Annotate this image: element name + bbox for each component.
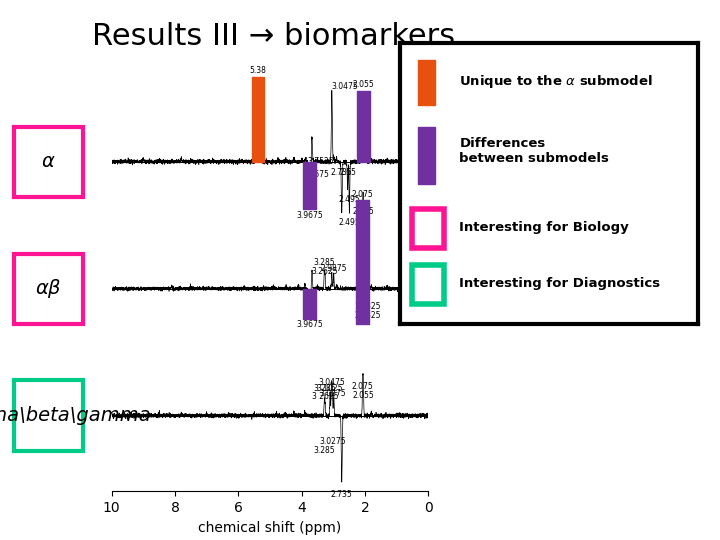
Text: 3.0275: 3.0275	[319, 437, 346, 445]
Text: 3.0475: 3.0475	[332, 82, 359, 91]
Text: 2.055: 2.055	[352, 80, 374, 90]
Text: 2.9875: 2.9875	[320, 264, 347, 273]
Bar	[412, 265, 444, 305]
Text: 3 2625: 3 2625	[312, 393, 338, 401]
Bar	[412, 209, 444, 248]
Text: 3.2625: 3.2625	[312, 267, 338, 276]
Text: 3.1025: 3.1025	[317, 383, 343, 393]
Text: 3 285: 3 285	[313, 383, 335, 393]
Text: 2.495: 2.495	[338, 218, 360, 227]
Bar	[418, 60, 436, 105]
Text: Differences
between submodels: Differences between submodels	[459, 137, 609, 165]
Text: 2.495: 2.495	[338, 195, 360, 204]
Text: 2.55: 2.55	[339, 168, 356, 177]
X-axis label: chemical shift (ppm): chemical shift (ppm)	[199, 521, 341, 535]
Text: Interesting for Biology: Interesting for Biology	[459, 221, 629, 234]
Text: 5.38: 5.38	[250, 66, 266, 75]
Text: Results III → biomarkers: Results III → biomarkers	[92, 22, 455, 51]
Text: 3.285: 3.285	[313, 259, 335, 267]
Text: 2.055: 2.055	[352, 207, 374, 217]
Text: $\alpha\beta\gamma: $\alpha\beta\gamma	[0, 406, 151, 425]
Text: 2.055: 2.055	[352, 391, 374, 400]
Text: 3.7525: 3.7525	[307, 157, 334, 166]
Text: 3.285: 3.285	[313, 446, 335, 455]
Text: 2.075: 2.075	[352, 382, 374, 391]
Text: 3.0275: 3.0275	[319, 389, 346, 398]
Text: $\alpha$: $\alpha$	[41, 152, 56, 171]
Text: 2.735: 2.735	[331, 490, 353, 498]
Text: 3.9675: 3.9675	[296, 320, 323, 329]
Text: 2.735: 2.735	[331, 168, 353, 177]
Text: $\alpha\beta$: $\alpha\beta$	[35, 277, 62, 300]
Text: 2.075: 2.075	[352, 190, 374, 199]
Text: 1.9325: 1.9325	[354, 302, 380, 310]
Text: Unique to the $\alpha$ submodel: Unique to the $\alpha$ submodel	[459, 72, 653, 90]
Text: 3.675: 3.675	[307, 170, 329, 179]
Bar	[418, 127, 436, 184]
Text: 3.9675: 3.9675	[296, 211, 323, 220]
Text: 2.9325: 2.9325	[354, 310, 381, 320]
Text: Interesting for Diagnostics: Interesting for Diagnostics	[459, 277, 660, 290]
Text: 3.0475: 3.0475	[318, 379, 345, 387]
